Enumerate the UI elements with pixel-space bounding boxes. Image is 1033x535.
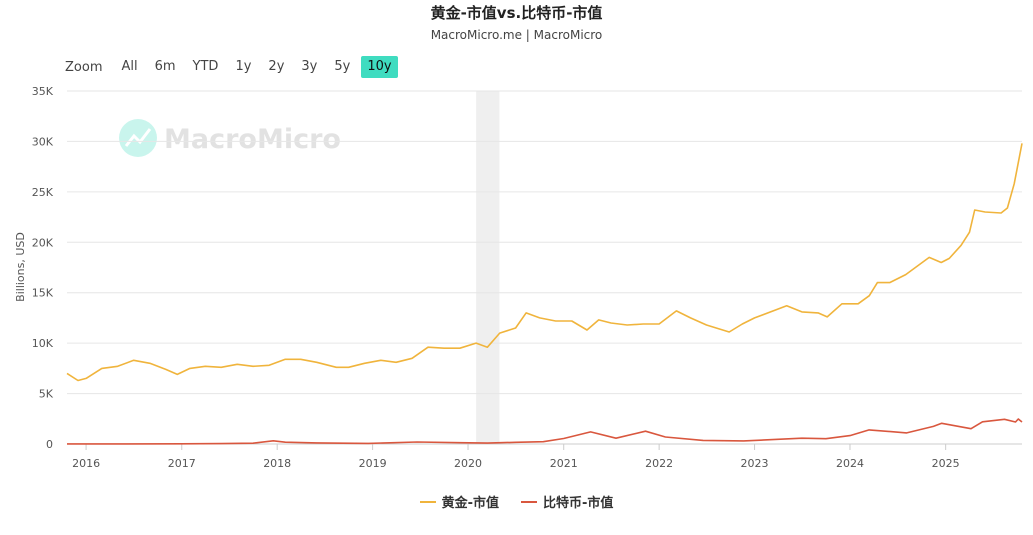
watermark: MacroMicro	[119, 119, 341, 157]
x-tick-label: 2025	[932, 457, 960, 470]
y-tick-label: 15K	[32, 287, 54, 300]
range-button-3y[interactable]: 3y	[301, 59, 318, 74]
x-tick-label: 2021	[550, 457, 578, 470]
watermark-logo-icon	[119, 119, 157, 157]
range-button-6m[interactable]: 6m	[154, 59, 176, 74]
y-tick-label: 25K	[32, 186, 54, 199]
legend-label-bitcoin: 比特币-市值	[543, 496, 614, 511]
range-button-5y[interactable]: 5y	[334, 59, 351, 74]
legend-item-bitcoin[interactable]: 比特币-市值	[521, 492, 613, 511]
y-tick-label: 0	[46, 438, 53, 451]
x-tick-label: 2019	[359, 457, 387, 470]
range-button-10y[interactable]: 10y	[361, 56, 398, 78]
watermark-text: MacroMicro	[164, 124, 341, 155]
x-tick-label: 2020	[454, 457, 482, 470]
series-line-bitcoin	[67, 418, 1023, 445]
x-tick-label: 2022	[645, 457, 673, 470]
zoom-label: Zoom	[65, 59, 103, 75]
x-tick-label: 2024	[836, 457, 864, 470]
range-button-2y[interactable]: 2y	[268, 59, 285, 74]
x-tick-label: 2017	[168, 457, 196, 470]
range-button-all[interactable]: All	[121, 59, 138, 74]
legend: 黄金-市值 比特币-市值	[0, 492, 1033, 511]
chart-subtitle: MacroMicro.me | MacroMicro	[430, 28, 603, 42]
y-tick-label: 5K	[39, 388, 54, 401]
x-tick-label: 2018	[263, 457, 291, 470]
y-tick-label: 35K	[32, 85, 54, 98]
y-tick-label: 30K	[32, 135, 54, 148]
legend-label-gold: 黄金-市值	[441, 496, 499, 511]
recession-band	[476, 91, 500, 444]
range-button-ytd[interactable]: YTD	[192, 59, 219, 74]
x-tick-label: 2016	[72, 457, 100, 470]
legend-swatch-bitcoin	[521, 500, 537, 503]
range-selector: Zoom All 6m YTD 1y 2y 3y 5y 10y	[62, 56, 403, 78]
legend-swatch-gold	[419, 500, 436, 503]
y-tick-label: 20K	[32, 236, 54, 249]
y-axis-label: Billions, USD	[14, 232, 27, 302]
range-button-1y[interactable]: 1y	[235, 59, 252, 74]
x-tick-label: 2023	[741, 457, 769, 470]
series-line-gold	[66, 143, 1023, 382]
y-tick-label: 10K	[32, 337, 54, 350]
legend-item-gold[interactable]: 黄金-市值	[419, 492, 499, 511]
chart-title: 黄金-市值vs.比特币-市值	[430, 4, 603, 22]
